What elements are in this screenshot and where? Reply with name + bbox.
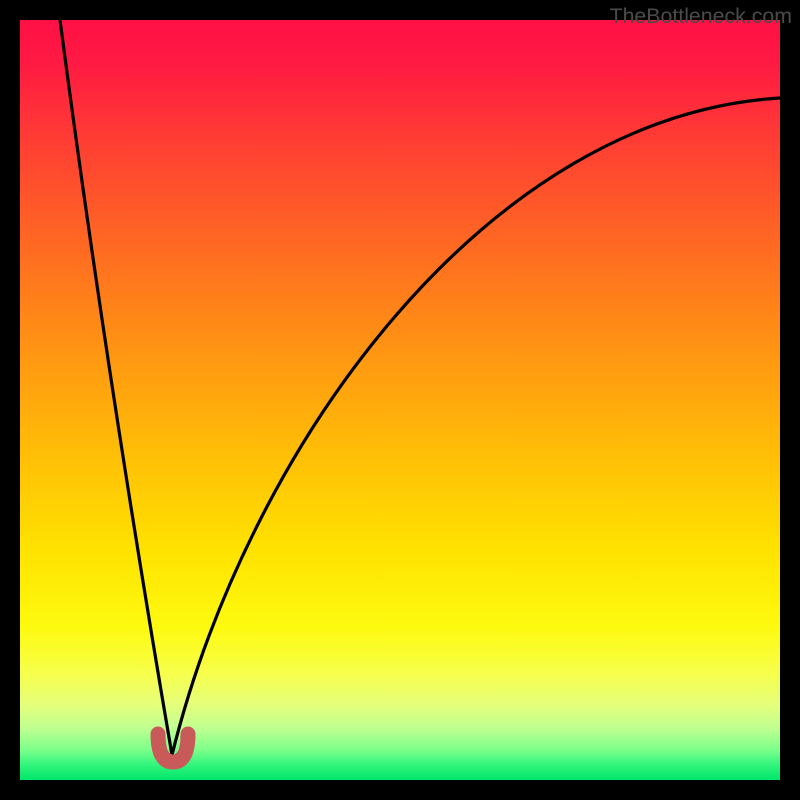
dip-marker-path (158, 734, 188, 762)
stage: TheBottleneck.com (0, 0, 800, 800)
watermark-text: TheBottleneck.com (610, 4, 792, 29)
dip-marker (20, 20, 780, 780)
plot-area (20, 20, 780, 780)
